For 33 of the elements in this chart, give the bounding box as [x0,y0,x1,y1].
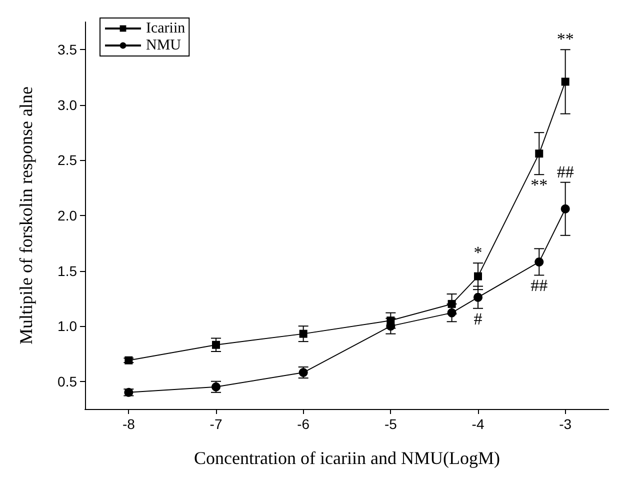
legend-label: NMU [146,38,182,54]
point [299,330,308,338]
annotation: ## [556,162,574,182]
point [448,300,456,308]
legend-label: Icariin [146,20,186,36]
point [561,78,570,86]
point [560,204,570,214]
annotation: * [474,243,482,262]
point [534,257,544,266]
y-tick-label: 2.5 [58,152,78,168]
x-tick-label: -8 [122,416,136,432]
point [212,340,220,349]
y-tick-label: 0.5 [58,373,78,390]
x-tick-label: -5 [384,416,398,432]
annotation: # [474,309,483,328]
y-tick-label: 2.0 [58,208,78,224]
y-tick-label: 3.5 [58,42,78,58]
y-tick-label: 3.0 [58,96,78,113]
annotation: ** [556,30,574,49]
point [474,272,482,280]
point [447,308,456,318]
point [474,292,482,302]
point [535,150,544,158]
y-axis-title: Multipile of forskolin response alne [16,86,36,344]
x-tick-label: -6 [297,416,310,432]
y-tick-label: 1.0 [58,318,78,334]
annotation: ** [530,176,548,195]
x-axis-title: Concentration of icariin and NMU(LogM) [194,448,500,468]
y-tick-label: 1.5 [58,262,78,279]
x-tick-label: -4 [472,416,484,432]
annotation: ## [530,276,548,296]
x-tick-label: -3 [559,416,572,432]
x-tick-label: -7 [210,416,222,432]
